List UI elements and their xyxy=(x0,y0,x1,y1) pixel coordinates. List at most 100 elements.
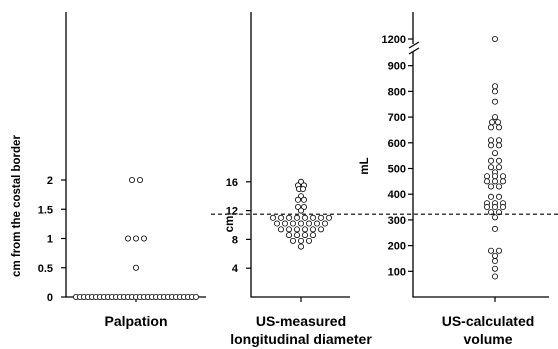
data-point xyxy=(325,214,332,221)
panel-palpation-ytick-label: 1 xyxy=(47,234,53,246)
data-point xyxy=(136,176,143,183)
data-point xyxy=(499,178,506,185)
data-point xyxy=(294,196,301,203)
panel-palpation-ytick-label: 2 xyxy=(47,175,53,187)
data-point xyxy=(491,150,498,157)
data-point xyxy=(128,176,135,183)
data-point xyxy=(297,207,304,214)
panel-diameter-axes xyxy=(250,12,350,298)
data-point xyxy=(495,124,502,131)
data-point xyxy=(321,220,328,227)
data-point xyxy=(487,124,494,131)
data-point xyxy=(293,226,300,233)
data-point xyxy=(495,142,502,149)
data-point xyxy=(491,204,498,211)
data-point xyxy=(301,226,308,233)
data-point xyxy=(309,226,316,233)
data-point xyxy=(491,273,498,280)
data-point xyxy=(495,247,502,254)
panel-palpation-xlabel: Palpation xyxy=(104,313,167,329)
panel-palpation-ytick-label: 0 xyxy=(47,292,53,304)
data-point xyxy=(297,237,304,244)
panel-diameter-ytick-label: 8 xyxy=(232,234,238,246)
panel-volume-ytick-label: 700 xyxy=(388,112,406,124)
panel-palpation: 0 0.5 1 1.5 2 cm from the costal border Palp… xyxy=(11,12,206,329)
panel-diameter-ylabel: cm xyxy=(224,216,236,233)
panel-palpation-ytick-label: 1.5 xyxy=(38,204,53,216)
panel-volume: 100 200 300 400 500 600 700 800 900 1200 mL US-ca… xyxy=(359,12,549,347)
data-point xyxy=(487,164,494,171)
data-point xyxy=(487,183,494,190)
data-point xyxy=(285,214,292,221)
data-point xyxy=(309,232,316,239)
data-point xyxy=(491,36,498,43)
data-point xyxy=(491,114,498,121)
data-point xyxy=(491,83,498,90)
panel-volume-ytick-label: 600 xyxy=(388,138,406,150)
data-point xyxy=(281,220,288,227)
data-point xyxy=(487,137,494,144)
data-point xyxy=(491,173,498,180)
data-point xyxy=(299,185,306,192)
data-point xyxy=(494,119,501,126)
data-point xyxy=(317,226,324,233)
data-point xyxy=(125,235,132,242)
data-point xyxy=(297,243,304,250)
data-point xyxy=(495,193,502,200)
data-point xyxy=(488,119,495,126)
data-point xyxy=(487,157,494,164)
data-point xyxy=(491,258,498,265)
data-point xyxy=(273,220,280,227)
data-point xyxy=(499,173,506,180)
data-point xyxy=(132,235,139,242)
data-point xyxy=(495,164,502,171)
data-point xyxy=(491,88,498,95)
data-point xyxy=(499,204,506,211)
data-point xyxy=(483,178,490,185)
data-point xyxy=(483,173,490,180)
data-point xyxy=(491,178,498,185)
panel-volume-ytick-label: 300 xyxy=(388,215,406,227)
data-point xyxy=(297,220,304,227)
data-point xyxy=(301,214,308,221)
data-point xyxy=(277,214,284,221)
data-point xyxy=(491,252,498,259)
data-point xyxy=(132,264,139,271)
data-point xyxy=(285,232,292,239)
data-point xyxy=(305,237,312,244)
data-point xyxy=(293,214,300,221)
data-point xyxy=(269,214,276,221)
data-point xyxy=(491,214,498,221)
data-point xyxy=(487,193,494,200)
panel-volume-ytick-label: 900 xyxy=(388,61,406,73)
panel-volume-axis-break xyxy=(408,41,420,55)
panel-volume-ytick-label: 1200 xyxy=(382,34,406,46)
data-point xyxy=(277,226,284,233)
panel-volume-ytick-label: 200 xyxy=(388,241,406,253)
panel-volume-xlabel-line2: volume xyxy=(463,331,512,347)
data-point xyxy=(495,157,502,164)
data-point xyxy=(491,225,498,232)
data-point xyxy=(495,137,502,144)
panel-diameter-ytick-label: 16 xyxy=(226,177,238,189)
data-point xyxy=(285,226,292,233)
panel-volume-ytick-label: 400 xyxy=(388,189,406,201)
data-point xyxy=(317,214,324,221)
data-point xyxy=(491,265,498,272)
data-point xyxy=(491,98,498,105)
panel-volume-ytick-label: 100 xyxy=(388,266,406,278)
panel-volume-xlabel-line1: US-calculated xyxy=(442,313,535,329)
data-point xyxy=(309,214,316,221)
panel-volume-ytick-label: 500 xyxy=(388,164,406,176)
data-point xyxy=(313,220,320,227)
data-point xyxy=(301,232,308,239)
data-point xyxy=(305,220,312,227)
data-point xyxy=(495,183,502,190)
panel-volume-ytick-label: 800 xyxy=(388,86,406,98)
panel-palpation-ylabel: cm from the costal border xyxy=(11,135,23,277)
panel-diameter-ytick-label: 4 xyxy=(232,263,239,275)
data-point xyxy=(140,235,147,242)
panel-volume-axes-lower xyxy=(412,52,549,298)
